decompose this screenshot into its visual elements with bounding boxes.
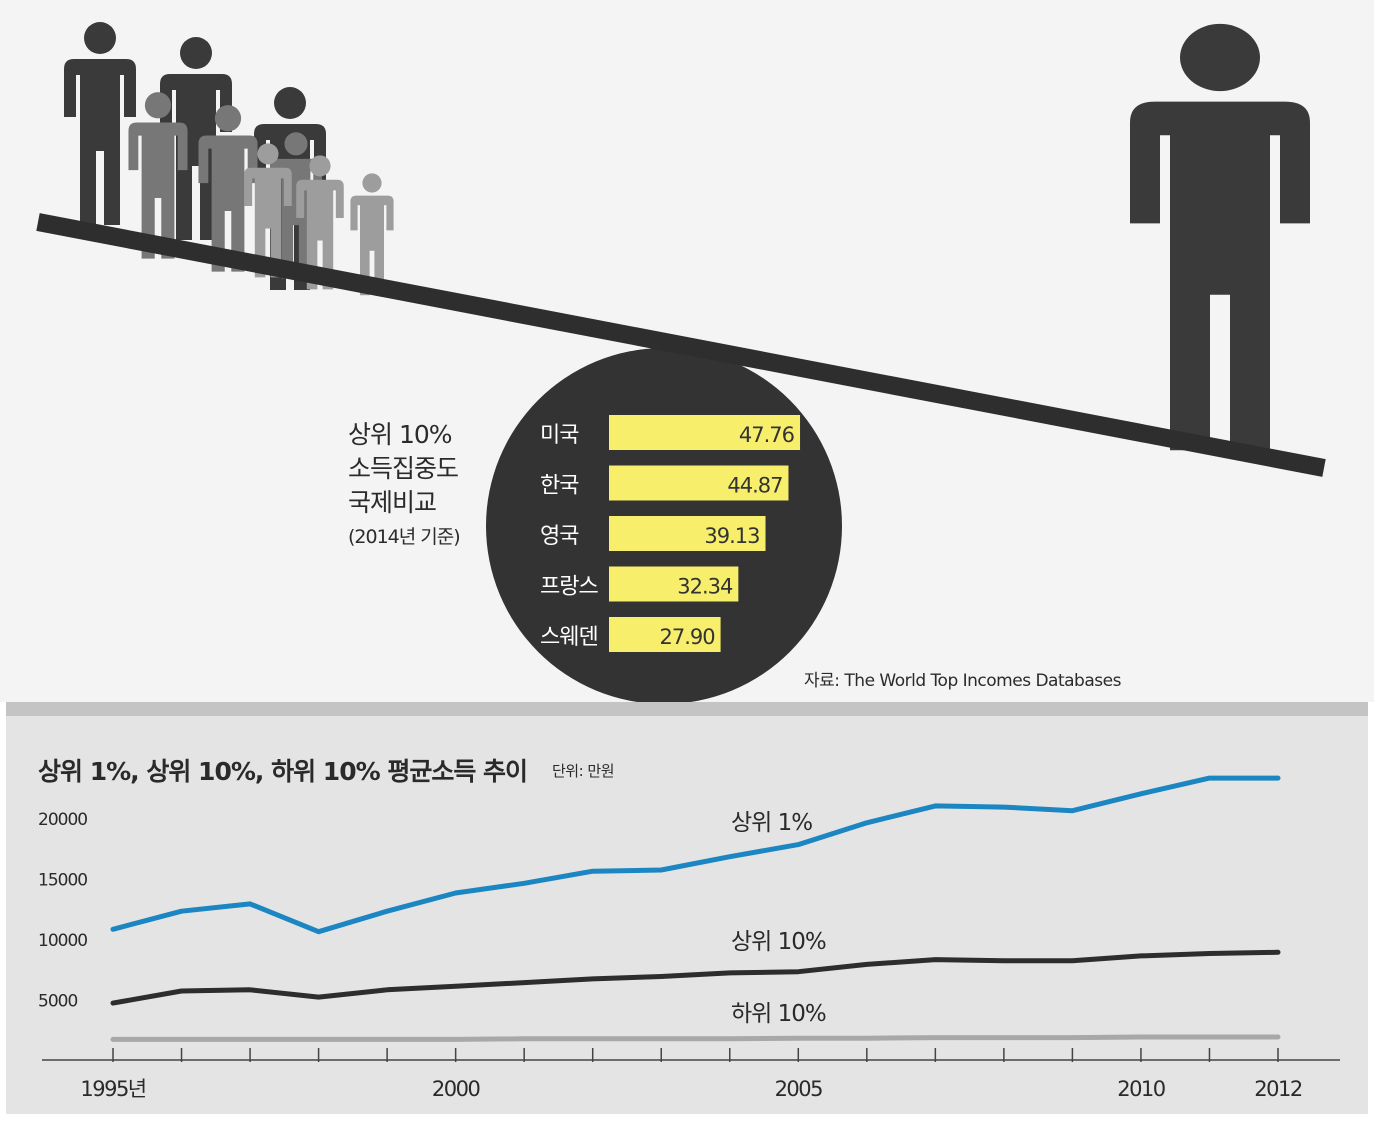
series-line-0 bbox=[110, 775, 1281, 935]
series-label: 상위 10% bbox=[731, 929, 826, 955]
country-label: 한국 bbox=[540, 474, 579, 499]
x-tick-label: 2010 bbox=[1117, 1077, 1165, 1101]
country-label: 미국 bbox=[540, 423, 579, 448]
x-tick-label: 2012 bbox=[1254, 1077, 1302, 1101]
bottom-panel bbox=[6, 716, 1368, 1114]
series-label: 상위 1% bbox=[731, 810, 812, 836]
series-label: 하위 10% bbox=[731, 1001, 826, 1027]
y-tick-label: 20000 bbox=[38, 810, 87, 830]
country-label: 영국 bbox=[540, 524, 579, 549]
comparison-title: 상위 10% 소득집중도 국제비교 bbox=[348, 418, 459, 520]
comparison-basis: (2014년 기준) bbox=[348, 526, 461, 548]
income-concentration-bars: 미국 47.76 한국 44.87 영국 39.13 프랑스 32.34 스웨덴 27.90 bbox=[540, 415, 801, 652]
panel-divider bbox=[6, 702, 1368, 716]
bar-value-label: 44.87 bbox=[727, 474, 782, 498]
source-note: 자료: The World Top Incomes Databases bbox=[804, 671, 1121, 691]
country-label: 스웨덴 bbox=[540, 625, 598, 650]
comparison-title-line: 국제비교 bbox=[348, 488, 437, 517]
bar-0 bbox=[609, 415, 801, 450]
y-tick-label: 15000 bbox=[38, 871, 87, 891]
x-tick-label: 2005 bbox=[775, 1077, 823, 1101]
comparison-title-line: 상위 10% bbox=[348, 420, 453, 449]
bar-value-label: 27.90 bbox=[659, 625, 714, 649]
x-tick-label: 2000 bbox=[432, 1077, 480, 1101]
chart-title: 상위 1%, 상위 10%, 하위 10% 평균소득 추이 bbox=[38, 757, 528, 786]
bar-4 bbox=[609, 617, 721, 652]
chart-unit: 단위: 만원 bbox=[552, 762, 615, 780]
bar-value-label: 32.34 bbox=[677, 575, 733, 599]
bar-value-label: 47.76 bbox=[739, 423, 795, 447]
bar-value-label: 39.13 bbox=[704, 524, 759, 548]
bar-3 bbox=[609, 566, 739, 602]
x-tick-label: 1995년 bbox=[80, 1077, 145, 1101]
y-tick-label: 5000 bbox=[38, 992, 77, 1012]
country-label: 프랑스 bbox=[540, 575, 598, 600]
series-line-1 bbox=[110, 949, 1281, 1006]
seesaw-plank bbox=[36, 213, 1326, 477]
bar-2 bbox=[609, 516, 766, 551]
series-line-2 bbox=[110, 1034, 1281, 1042]
bar-1 bbox=[609, 465, 789, 501]
y-tick-label: 10000 bbox=[38, 931, 87, 951]
comparison-title-line: 소득집중도 bbox=[348, 454, 459, 483]
